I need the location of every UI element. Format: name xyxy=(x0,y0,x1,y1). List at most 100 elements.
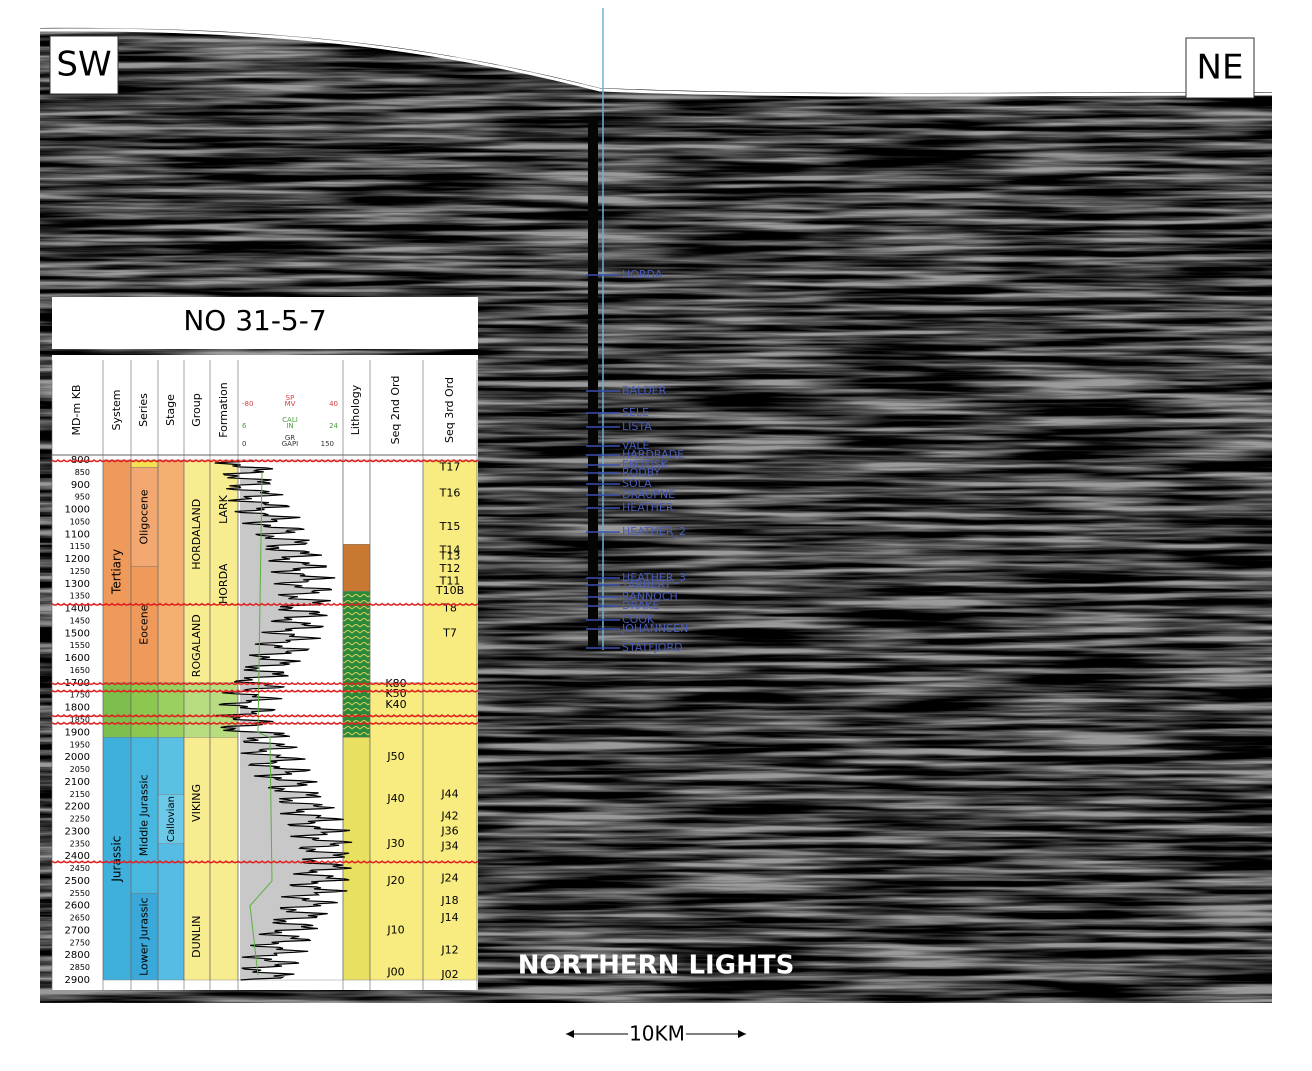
seq3-label: T13 xyxy=(439,550,461,563)
curve-name: GAPI xyxy=(282,440,299,448)
unconformity xyxy=(51,602,479,606)
column-header: Seq 2nd Ord xyxy=(389,376,402,445)
log-interval xyxy=(183,737,211,981)
system-label: Jurassic xyxy=(110,836,124,883)
curve-scale: 0 xyxy=(242,440,246,448)
seq3-label: J34 xyxy=(440,839,458,852)
well-top-label: RODBY xyxy=(622,466,661,479)
seq3-label: T12 xyxy=(439,562,461,575)
well-top-label: HORDA xyxy=(622,268,663,281)
depth-label: 1850 xyxy=(70,716,90,725)
well-top-label: HEATHER_3 xyxy=(622,571,686,584)
seq2-label: J50 xyxy=(386,750,404,763)
log-interval xyxy=(369,459,424,684)
seq3-label: T7 xyxy=(442,626,457,639)
unconformity xyxy=(51,721,479,725)
depth-label: 900 xyxy=(71,480,90,491)
depth-label: 2300 xyxy=(65,826,90,837)
well-top-label: HARDRADE xyxy=(622,448,684,461)
seq3-label: J24 xyxy=(440,871,458,884)
depth-label: 2350 xyxy=(70,839,90,848)
depth-label: 1250 xyxy=(70,567,90,576)
depth-label: 2850 xyxy=(70,963,90,972)
seq3-label: J44 xyxy=(440,787,458,800)
curve-scale: 24 xyxy=(329,422,338,430)
column-header: Series xyxy=(137,393,150,427)
well-top-label: HEATHER_2 xyxy=(622,525,686,538)
well-top-label: TARBERT xyxy=(621,578,671,591)
depth-label: 2700 xyxy=(65,925,90,936)
well-top-label: JOHANNSEN xyxy=(621,622,688,635)
depth-label: 2650 xyxy=(70,914,90,923)
column-header: System xyxy=(110,389,123,430)
seq3-label: T16 xyxy=(439,486,461,499)
depth-label: 2200 xyxy=(65,802,90,813)
depth-label: 1000 xyxy=(65,505,90,516)
well-top-label: RANNOCH xyxy=(622,590,678,603)
gr-curve xyxy=(214,459,353,981)
well-top-label: HEATHER xyxy=(622,501,674,514)
depth-label: 2900 xyxy=(65,975,90,986)
depth-label: 1050 xyxy=(70,517,90,526)
seq3-label: J18 xyxy=(440,894,458,907)
depth-label: 1500 xyxy=(65,628,90,639)
formation-label: HORDA xyxy=(217,563,230,604)
depth-label: 1750 xyxy=(70,691,90,700)
depth-label: 1350 xyxy=(70,592,90,601)
unconformity xyxy=(51,860,479,864)
unconformity xyxy=(51,713,479,718)
series-label: Middle Jurassic xyxy=(138,774,151,856)
series-label: Eocene xyxy=(138,604,151,644)
direction-label: NE xyxy=(1197,48,1244,88)
depth-label: 850 xyxy=(75,468,90,477)
series-label: Oligocene xyxy=(138,489,151,544)
depth-label: 2800 xyxy=(65,950,90,961)
seq2-label: J40 xyxy=(386,792,404,805)
depth-label: 1200 xyxy=(65,554,90,565)
depth-label: 1650 xyxy=(70,666,90,675)
curve-scale: -80 xyxy=(242,400,253,408)
seq3-label: T15 xyxy=(439,520,461,533)
well-top-label: EKOFISK xyxy=(622,458,669,471)
seq2-label: J20 xyxy=(386,874,404,887)
well-title-box xyxy=(52,297,478,349)
group-label: VIKING xyxy=(190,784,203,822)
depth-label: 2500 xyxy=(65,876,90,887)
well-top-label: LISTA xyxy=(622,420,652,433)
depth-label: 1450 xyxy=(70,616,90,625)
seq3-label: T10B xyxy=(435,584,464,597)
curve-scale: 150 xyxy=(321,440,334,448)
group-label: ROGALAND xyxy=(190,614,203,677)
well-top-label: STATFJORD xyxy=(622,641,683,654)
column-header: MD-m KB xyxy=(70,385,83,436)
unconformity xyxy=(51,458,479,463)
curve-name: MV xyxy=(285,400,296,408)
log-interval xyxy=(342,591,371,738)
log-interval xyxy=(102,737,132,981)
label-box xyxy=(49,35,119,95)
depth-label: 950 xyxy=(75,493,90,502)
depth-label: 1600 xyxy=(65,653,90,664)
log-interval xyxy=(183,459,211,684)
seq2-label: K50 xyxy=(385,687,406,700)
depth-label: 1900 xyxy=(65,727,90,738)
curve-scale: 6 xyxy=(242,422,247,430)
depth-label: 2450 xyxy=(70,864,90,873)
curve-scale: 40 xyxy=(329,400,338,408)
seq3-label: J42 xyxy=(440,810,458,823)
formation-label: LARK xyxy=(217,494,230,524)
well-title: NO 31-5-7 xyxy=(183,304,326,337)
seq2-label: J00 xyxy=(386,966,404,979)
depth-label: 1400 xyxy=(65,604,90,615)
group-label: HORDALAND xyxy=(190,499,203,570)
depth-label: 2250 xyxy=(70,815,90,824)
seq3-label: T11 xyxy=(439,574,461,587)
depth-label: 1100 xyxy=(65,529,90,540)
depth-label: 1550 xyxy=(70,641,90,650)
depth-label: 1800 xyxy=(65,703,90,714)
log-interval xyxy=(130,566,159,684)
well-top-label: COOK xyxy=(622,613,655,626)
curve-name: CALI xyxy=(282,416,298,424)
series-label: Lower Jurassic xyxy=(138,897,151,976)
